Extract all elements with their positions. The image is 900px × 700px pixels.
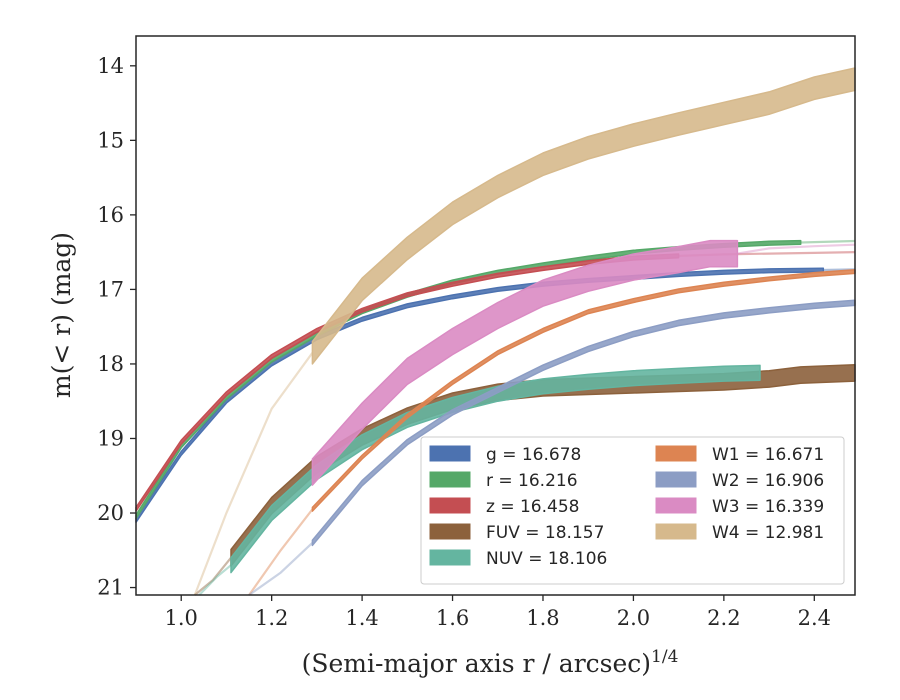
legend-label-nuv: NUV = 18.106 xyxy=(486,549,607,569)
x-axis-label: (Semi-major axis r / arcsec)1/4 xyxy=(302,647,679,678)
legend-swatch-z xyxy=(429,497,471,514)
x-tick-label: 2.2 xyxy=(707,606,740,630)
y-tick-label: 20 xyxy=(97,501,124,525)
y-tick-label: 19 xyxy=(97,426,124,450)
legend-swatch-w4 xyxy=(655,523,697,540)
y-tick-label: 15 xyxy=(97,128,124,152)
legend: g = 16.678 r = 16.216 z = 16.458 FUV = 18.1… xyxy=(420,436,845,585)
series-w3-extension xyxy=(737,243,856,255)
x-tick-label: 1.6 xyxy=(436,606,469,630)
legend-label-w2: W2 = 16.906 xyxy=(712,471,824,491)
y-axis-ticks: 14 15 16 17 18 19 20 21 xyxy=(97,54,136,600)
legend-swatch-nuv xyxy=(429,549,471,566)
legend-swatch-r xyxy=(429,471,471,488)
x-tick-label: 1.0 xyxy=(165,606,198,630)
legend-label-w4: W4 = 12.981 xyxy=(712,523,824,543)
plot-frame xyxy=(135,35,856,596)
legend-swatch-g xyxy=(429,445,471,462)
series-w3-band xyxy=(311,239,739,486)
y-tick-label: 16 xyxy=(97,203,124,227)
series-w1-extension xyxy=(248,508,314,596)
series-fuv-extension xyxy=(194,557,232,596)
legend-swatch-fuv xyxy=(429,523,471,540)
x-tick-label: 1.8 xyxy=(526,606,559,630)
series-nuv-extension xyxy=(198,564,232,596)
y-tick-label: 17 xyxy=(97,277,124,301)
legend-label-w3: W3 = 16.339 xyxy=(712,497,824,517)
legend-label-g: g = 16.678 xyxy=(486,445,581,465)
series-r-extension xyxy=(800,239,856,244)
series-w4-band xyxy=(311,67,856,365)
y-tick-label: 14 xyxy=(97,54,124,78)
legend-label-z: z = 16.458 xyxy=(486,497,579,517)
series-w2-extension xyxy=(248,541,314,596)
x-tick-label: 1.4 xyxy=(345,606,378,630)
legend-swatch-w2 xyxy=(655,471,697,488)
legend-swatch-w1 xyxy=(655,445,697,462)
series-w4-extension xyxy=(193,352,314,596)
y-tick-label: 18 xyxy=(97,352,124,376)
legend-label-w1: W1 = 16.671 xyxy=(712,445,824,465)
x-tick-label: 2.0 xyxy=(617,606,650,630)
x-tick-label: 1.2 xyxy=(255,606,288,630)
y-tick-label: 21 xyxy=(97,576,124,600)
x-axis-ticks: 1.0 1.2 1.4 1.6 1.8 2.0 2.2 2.4 xyxy=(165,595,831,630)
y-axis-label: m(< r) (mag) xyxy=(47,232,76,398)
legend-swatch-w3 xyxy=(655,497,697,514)
legend-frame xyxy=(420,436,845,585)
legend-label-fuv: FUV = 18.157 xyxy=(486,523,604,543)
legend-label-r: r = 16.216 xyxy=(486,471,578,491)
x-tick-label: 2.4 xyxy=(798,606,831,630)
